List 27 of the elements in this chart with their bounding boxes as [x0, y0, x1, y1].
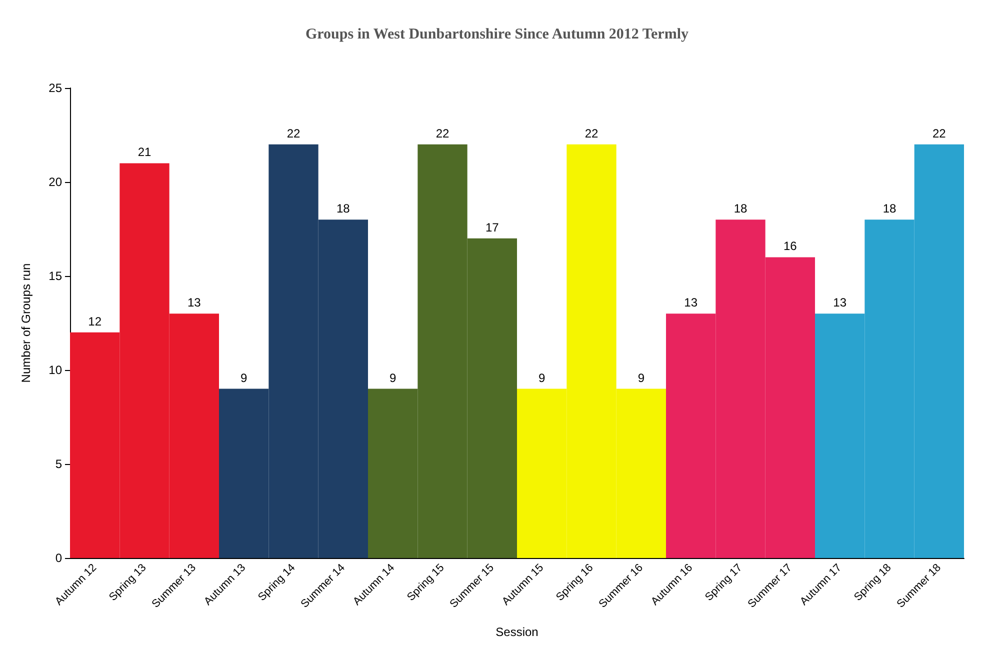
- data-label: 18: [882, 202, 896, 216]
- data-label: 22: [584, 126, 598, 140]
- data-label: 16: [783, 239, 798, 254]
- data-label: 9: [389, 370, 396, 385]
- y-tick-label: 5: [55, 457, 62, 471]
- y-tick-label: 20: [48, 175, 62, 189]
- data-label: 18: [734, 202, 748, 216]
- data-label: 12: [88, 314, 102, 328]
- x-axis-title: Session: [496, 625, 538, 639]
- data-label: 13: [833, 296, 847, 310]
- data-label: 22: [436, 126, 450, 140]
- y-axis-title: Number of Groups run: [19, 263, 33, 383]
- data-label: 17: [485, 220, 500, 234]
- data-label: 13: [684, 296, 698, 310]
- data-label: 18: [336, 202, 350, 216]
- data-label: 22: [932, 126, 946, 140]
- data-label: 21: [138, 145, 152, 160]
- y-tick-label: 0: [55, 551, 62, 565]
- data-label: 9: [538, 370, 546, 385]
- data-label: 9: [240, 370, 248, 385]
- y-tick-label: 25: [48, 81, 62, 95]
- data-label: 22: [286, 126, 300, 140]
- y-tick-label: 10: [48, 363, 62, 377]
- data-label: 9: [638, 370, 645, 385]
- data-label: 13: [187, 296, 202, 310]
- y-tick-label: 15: [48, 269, 62, 283]
- chart-title: Groups in West Dunbartonshire Since Autumn 2012 Termly: [306, 26, 689, 42]
